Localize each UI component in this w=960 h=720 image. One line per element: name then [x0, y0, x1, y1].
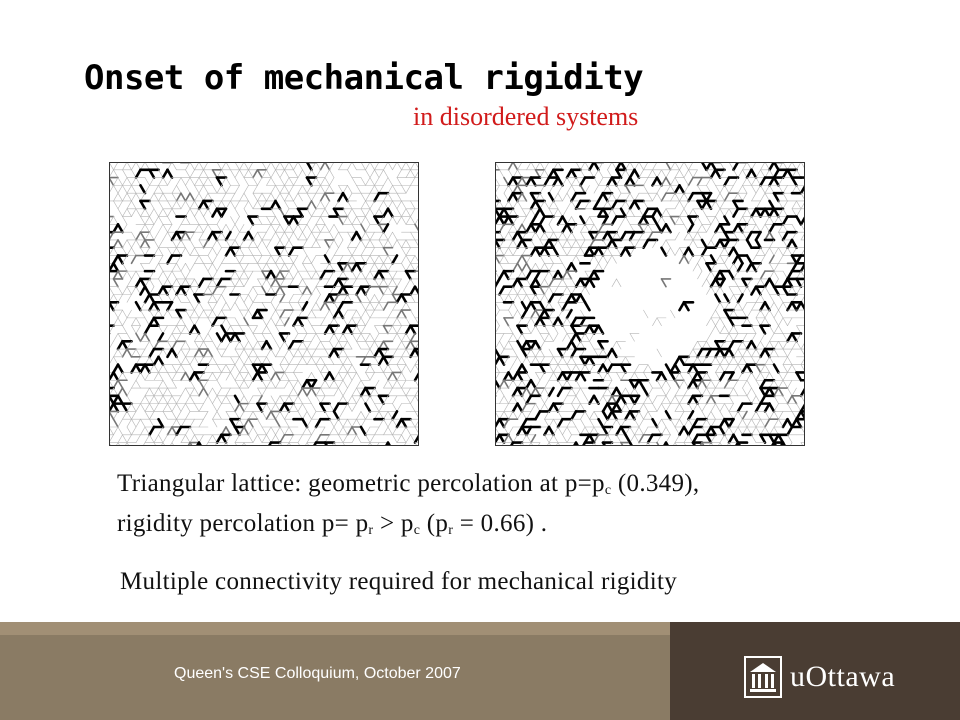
lattice-image-right — [495, 162, 805, 446]
caption-line-3: Multiple connectivity required for mecha… — [120, 568, 677, 595]
uottawa-logo: uOttawa — [744, 656, 895, 698]
footer-text: Queen's CSE Colloquium, October 2007 — [174, 665, 461, 682]
lattice-image-left — [109, 162, 419, 446]
caption-line-1: Triangular lattice: geometric percolatio… — [117, 470, 700, 498]
caption-line-2: rigidity percolation p= pr > pc (pr = 0.… — [117, 510, 548, 538]
footer-brand-block — [670, 622, 960, 720]
logo-text: uOttawa — [790, 660, 896, 693]
slide-title: Onset of mechanical rigidity — [84, 58, 644, 98]
building-icon — [744, 656, 782, 698]
footer-accent-line — [0, 622, 670, 635]
slide-subtitle: in disordered systems — [413, 102, 639, 131]
